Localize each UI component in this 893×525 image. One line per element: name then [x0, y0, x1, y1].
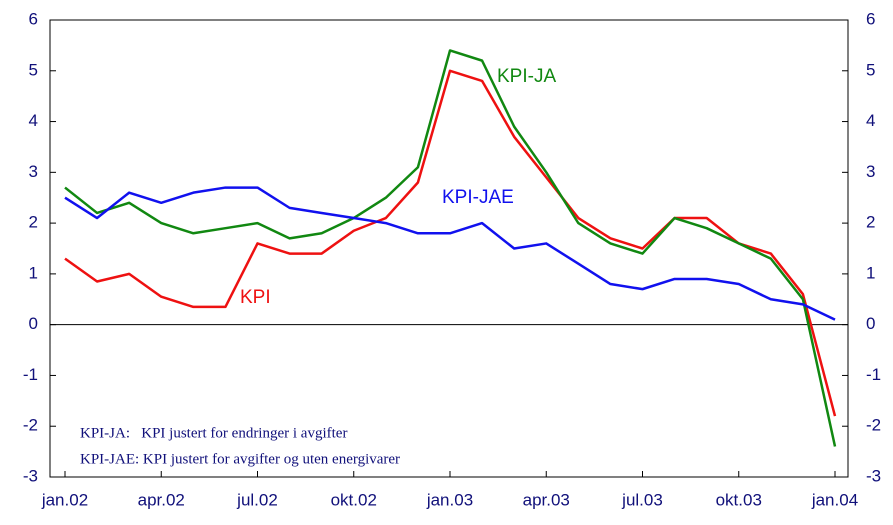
x-tick-label: apr.02 — [138, 490, 185, 509]
x-tick-label: jul.02 — [236, 490, 278, 509]
y-tick-label: 1 — [29, 263, 38, 282]
x-tick-label: okt.02 — [331, 490, 377, 509]
y-tick-label: -3 — [23, 466, 38, 485]
series-label: KPI-JAE — [442, 187, 514, 208]
y2-tick-label: -1 — [866, 365, 881, 384]
y2-tick-label: 0 — [866, 314, 875, 333]
series-label: KPI — [240, 287, 271, 308]
y-tick-label: 5 — [29, 60, 38, 79]
x-tick-label: apr.03 — [523, 490, 570, 509]
series-line — [64, 49, 837, 447]
x-tick-label: jul.03 — [621, 490, 663, 509]
y2-tick-label: -2 — [866, 416, 881, 435]
series-line — [64, 69, 837, 417]
plot-frame — [49, 19, 849, 478]
y-tick-label: 6 — [29, 9, 38, 28]
y2-tick-label: 2 — [866, 213, 875, 232]
x-tick-label: okt.03 — [716, 490, 762, 509]
y-tick-label: -2 — [23, 416, 38, 435]
x-tick-label: jan.02 — [41, 490, 88, 509]
series-line — [64, 186, 836, 321]
y2-tick-label: 3 — [866, 162, 875, 181]
y2-tick-label: 1 — [866, 263, 875, 282]
y-tick-label: -1 — [23, 365, 38, 384]
note: KPI-JAE: KPI justert for avgifter og ute… — [80, 451, 400, 467]
y-tick-label: 3 — [29, 162, 38, 181]
y-tick-label: 2 — [29, 213, 38, 232]
x-tick-label: jan.03 — [426, 490, 473, 509]
note: KPI-JA: KPI justert for endringer i avgi… — [80, 425, 347, 441]
y-tick-label: 0 — [29, 314, 38, 333]
y2-tick-label: 5 — [866, 60, 875, 79]
y2-tick-label: -3 — [866, 466, 881, 485]
y2-tick-label: 4 — [866, 111, 875, 130]
y-tick-label: 4 — [29, 111, 38, 130]
x-tick-label: jan.04 — [811, 490, 858, 509]
series-label: KPI-JA — [497, 66, 556, 87]
y2-tick-label: 6 — [866, 9, 875, 28]
